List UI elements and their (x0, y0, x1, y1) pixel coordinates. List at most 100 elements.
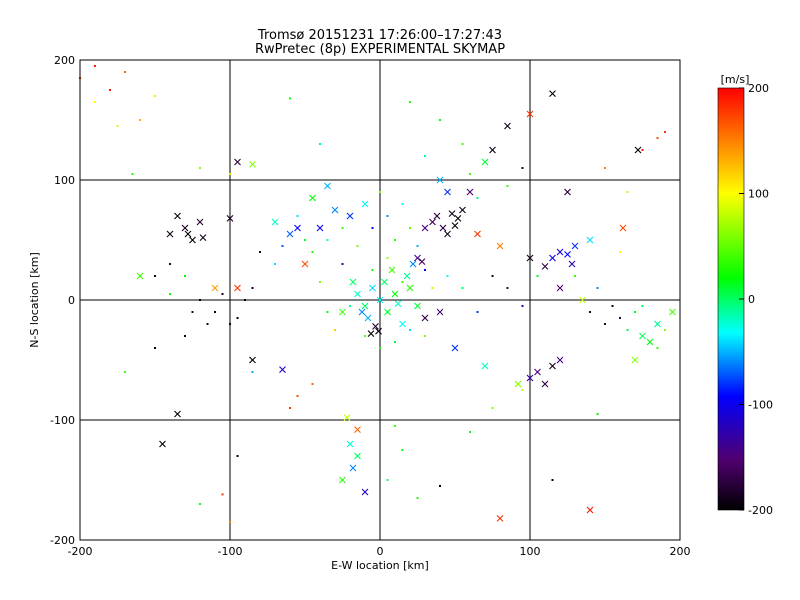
data-point-dot (476, 197, 479, 199)
data-point-x (466, 188, 474, 196)
data-point-x (568, 260, 576, 268)
data-point-x (433, 212, 441, 220)
data-point-x (184, 230, 192, 238)
data-point-dot (131, 173, 134, 175)
data-point-x (384, 308, 391, 316)
data-point-dot (386, 215, 389, 217)
data-point-dot (589, 311, 591, 313)
data-point-x (249, 161, 256, 168)
data-point-dot (439, 485, 441, 487)
data-point-dot (311, 251, 314, 253)
data-point-x (358, 308, 366, 316)
data-point-dot (341, 227, 344, 229)
y-tick-label: -100 (50, 414, 75, 427)
data-point-x (451, 344, 459, 352)
x-axis-label: E-W location [km] (331, 559, 429, 572)
data-point-dot (259, 251, 261, 253)
data-point-x (504, 122, 511, 130)
data-point-dot (304, 239, 306, 241)
data-point-dot (199, 299, 201, 301)
data-point-dot (521, 305, 524, 307)
data-point-dot (154, 347, 156, 349)
data-point-dot (461, 287, 464, 289)
data-point-x (526, 374, 534, 382)
data-point-x (376, 296, 384, 304)
data-point-dot (469, 431, 471, 433)
data-point-x (346, 212, 354, 220)
data-point-dot (326, 311, 329, 313)
data-point-dot (229, 173, 231, 175)
data-point-dot (604, 323, 606, 325)
x-tick-label: 200 (670, 545, 691, 558)
data-point-dot (364, 335, 366, 337)
data-point-dot (626, 191, 629, 193)
data-point-x (349, 278, 357, 286)
data-point-dot (379, 191, 381, 193)
data-point-dot (401, 203, 404, 205)
data-point-x (249, 356, 256, 364)
data-point-x (279, 366, 286, 373)
data-point-dot (244, 299, 246, 301)
data-point-dot (296, 215, 299, 217)
data-point-x (454, 215, 462, 222)
data-point-dot (469, 173, 471, 175)
data-point-x (619, 224, 627, 232)
data-point-dot (431, 287, 434, 289)
data-point-x (586, 506, 594, 514)
data-point-x (166, 230, 174, 238)
data-point-x (549, 90, 556, 97)
data-point-x (234, 158, 241, 166)
data-point-dot (199, 503, 201, 505)
data-point-dot (221, 293, 224, 295)
data-point-dot (551, 479, 554, 481)
data-point-dot (641, 149, 644, 151)
chart-title: Tromsø 20151231 17:26:00–17:27:43 (257, 28, 502, 43)
data-point-x (526, 110, 534, 118)
data-point-x (367, 330, 375, 337)
data-point-dot (371, 269, 374, 271)
data-point-dot (521, 389, 524, 391)
data-point-dot (124, 71, 126, 73)
data-point-dot (184, 335, 186, 337)
data-point-dot (424, 155, 426, 157)
data-point-x (556, 284, 564, 292)
data-point-x (414, 302, 421, 310)
data-point-x (316, 224, 324, 232)
data-point-x (381, 278, 388, 286)
data-point-x (444, 188, 451, 196)
data-point-x (286, 230, 294, 238)
y-tick-label: -200 (50, 534, 75, 547)
data-point-dot (409, 329, 411, 331)
y-tick-label: 100 (54, 174, 75, 187)
data-point-dot (236, 455, 239, 457)
data-point-dot (596, 287, 599, 289)
data-point-x (211, 284, 219, 292)
data-point-x (372, 323, 379, 330)
data-point-x (439, 224, 447, 232)
x-tick-label: 0 (377, 545, 384, 558)
data-point-dot (664, 131, 666, 133)
data-point-x (564, 251, 571, 258)
data-point-dot (229, 323, 231, 325)
data-point-x (406, 284, 414, 292)
data-point-x (159, 440, 166, 448)
chart-subtitle: RwPretec (8p) EXPERIMENTAL SKYMAP (255, 42, 505, 57)
data-point-dot (349, 305, 351, 307)
data-point-x (496, 242, 504, 250)
data-point-x (586, 236, 594, 244)
data-point-dot (506, 287, 509, 289)
data-point-x (436, 308, 444, 316)
data-point-dot (619, 317, 621, 319)
data-point-x (309, 194, 316, 202)
data-point-dot (184, 275, 186, 277)
data-point-x (354, 290, 361, 298)
data-point-dot (626, 329, 629, 331)
data-point-x (301, 260, 309, 268)
data-point-x (474, 230, 481, 238)
data-point-dot (341, 263, 344, 265)
data-points (79, 65, 676, 523)
data-point-x (489, 146, 496, 154)
data-point-x (174, 410, 181, 418)
data-point-dot (116, 125, 119, 127)
